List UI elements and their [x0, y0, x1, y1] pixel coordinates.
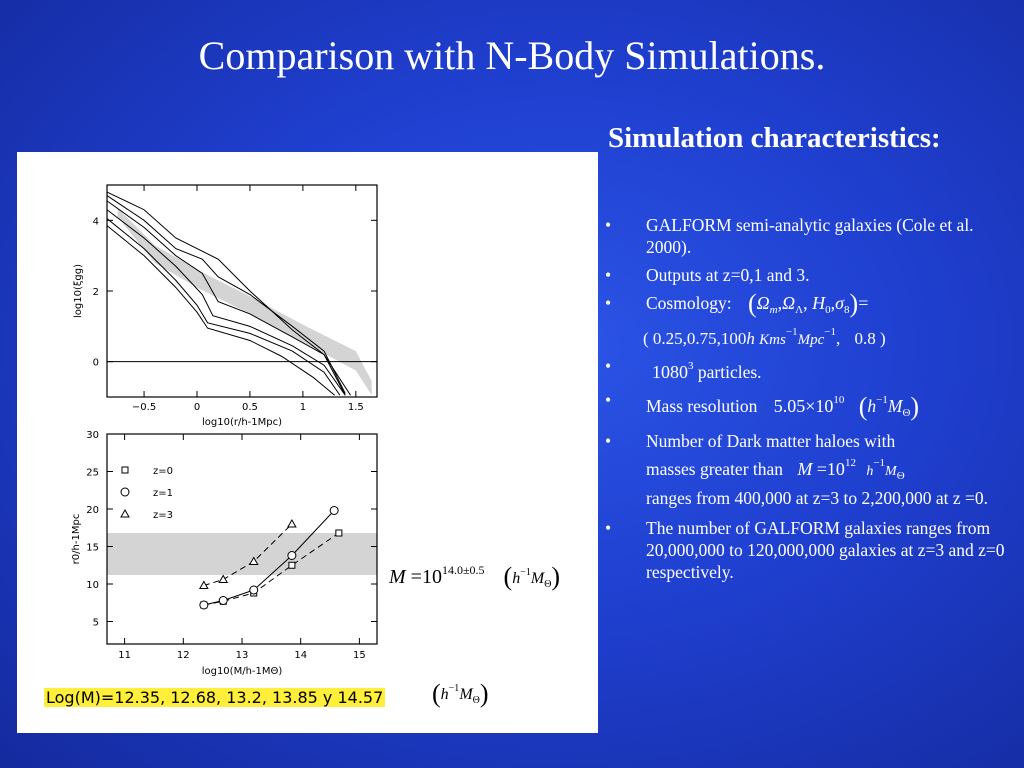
- figure-panel: −0.5 0 0.5 1 1.5 0 2 4 log10(r/h-1Mpc) log10(ξgg)…: [17, 152, 598, 733]
- series-line: [106, 195, 346, 394]
- cosmology-mpc: Mpc: [797, 332, 825, 348]
- correlation-function-chart: −0.5 0 0.5 1 1.5 0 2 4 log10(r/h-1Mpc) log10(ξgg): [73, 184, 378, 427]
- bullet-text: Cosmology:: [646, 293, 732, 313]
- y-tick-label: 10: [86, 580, 99, 591]
- y-tick-label: 25: [86, 468, 99, 479]
- list-item: • The number of GALFORM galaxies ranges f…: [605, 518, 1005, 582]
- data-point: [288, 561, 296, 569]
- caption-units: (h−1MΘ): [432, 679, 489, 708]
- data-point: [248, 556, 259, 565]
- data-point: [335, 529, 343, 537]
- data-point: [329, 506, 339, 515]
- data-point: [249, 585, 259, 595]
- list-item: • Outputs at z=0,1 and 3.: [605, 265, 810, 285]
- y-tick-label: 30: [86, 430, 99, 441]
- halo-mass-formula: M =1014.0±0.5 (h−1MΘ): [389, 562, 561, 591]
- x-tick-label: 11: [118, 650, 131, 661]
- y-tick-label: 20: [86, 505, 99, 516]
- series-line: [106, 191, 346, 396]
- y-tick-label: 15: [86, 543, 99, 554]
- y-axis-label: r0/h-1Mpc: [71, 514, 82, 565]
- legend-label: z=3: [153, 510, 173, 521]
- x-tick-label: 12: [177, 650, 190, 661]
- y-tick-label: 2: [93, 287, 99, 298]
- mass-caption: Log(M)=12.35, 12.68, 13.2, 13.85 y 14.57: [44, 688, 386, 707]
- shaded-band: [117, 207, 372, 396]
- list-item: • Mass resolution 5.05×1010 (h−1MΘ): [605, 390, 920, 421]
- x-tick-label: 15: [353, 650, 366, 661]
- cosmology-values: ( 0.25,0.75,100h Kms−1Mpc−1, 0.8 ): [643, 326, 886, 348]
- cosmology-sigma: 0.8: [854, 329, 876, 348]
- data-point: [287, 551, 297, 560]
- series-line: [106, 218, 341, 396]
- bullet-text: Number of Dark matter haloes with: [646, 431, 896, 451]
- list-item: • Number of Dark matter haloes with mass…: [603, 430, 1018, 509]
- bullet-text: Mass resolution: [646, 396, 758, 416]
- legend-marker: [120, 508, 130, 518]
- particle-count: 1080: [652, 362, 688, 382]
- characteristics-list: • GALFORM semi-analytic galaxies (Cole et…: [603, 214, 1018, 589]
- section-heading: Simulation characteristics:: [608, 122, 941, 154]
- correlation-length-chart: z=0 z=1 z=3 11 12 13 14 15 5 10 15 20 25 30 log10(M/h-…: [71, 430, 378, 677]
- cosmology-numbers: 0.25,0.75,100: [652, 329, 747, 348]
- legend-marker: [120, 487, 130, 497]
- series-line: [106, 225, 335, 396]
- data-point: [198, 580, 209, 589]
- data-point: [287, 518, 297, 528]
- x-axis-label: log10(r/h-1Mpc): [202, 417, 282, 427]
- bullet-text: particles.: [697, 362, 762, 382]
- list-item: • GALFORM semi-analytic galaxies (Cole et…: [605, 215, 974, 257]
- data-point: [218, 574, 229, 583]
- mass-resolution-value: 5.05×10: [773, 396, 834, 416]
- cosmology-h: h: [746, 329, 755, 348]
- x-axis-label: log10(M/h-1MΘ): [202, 666, 283, 677]
- series-line: [203, 523, 293, 586]
- bullet-text: The number of GALFORM galaxies ranges fr…: [646, 518, 1005, 582]
- legend-label: z=1: [153, 488, 173, 499]
- legend-marker: [121, 466, 129, 474]
- plot-frame: [106, 184, 378, 398]
- y-tick-label: 5: [93, 618, 99, 629]
- x-tick-label: 0.5: [242, 402, 258, 413]
- bullet-text: masses greater than: [646, 459, 784, 479]
- x-tick-label: 1: [300, 402, 306, 413]
- data-point: [199, 600, 209, 610]
- particle-exp: 3: [688, 360, 694, 372]
- bullet-text: Outputs at z=0,1 and 3.: [646, 265, 810, 285]
- mass-resolution-exp: 10: [833, 394, 845, 406]
- slide-title: Comparison with N-Body Simulations.: [198, 33, 826, 78]
- x-tick-label: −0.5: [132, 402, 156, 413]
- x-tick-label: 0: [194, 402, 200, 413]
- bullet-text: GALFORM semi-analytic galaxies (Cole et …: [646, 215, 974, 257]
- data-point: [218, 596, 228, 605]
- bullet-text: ranges from 400,000 at z=3 to 2,200,000 …: [646, 488, 988, 508]
- formula-base: =10: [410, 566, 442, 588]
- series-line: [106, 209, 346, 396]
- list-item: • 10803 particles.: [605, 356, 762, 382]
- formula-lhs: M: [389, 566, 406, 588]
- y-axis-label: log10(ξgg): [73, 264, 84, 318]
- formula-exp: 14.0±0.5: [441, 563, 485, 577]
- y-tick-label: 0: [93, 358, 99, 369]
- halo-threshold-exp: 12: [844, 457, 856, 469]
- y-tick-label: 4: [93, 216, 99, 227]
- series-line: [106, 200, 351, 396]
- x-tick-label: 13: [236, 650, 249, 661]
- list-item: • Cosmology: (Ωm,ΩΛ, H0,σ8)=: [605, 289, 869, 318]
- legend-label: z=0: [153, 466, 173, 477]
- x-tick-label: 14: [294, 650, 307, 661]
- x-tick-label: 1.5: [348, 402, 364, 413]
- cosmology-units: Kms: [759, 332, 786, 348]
